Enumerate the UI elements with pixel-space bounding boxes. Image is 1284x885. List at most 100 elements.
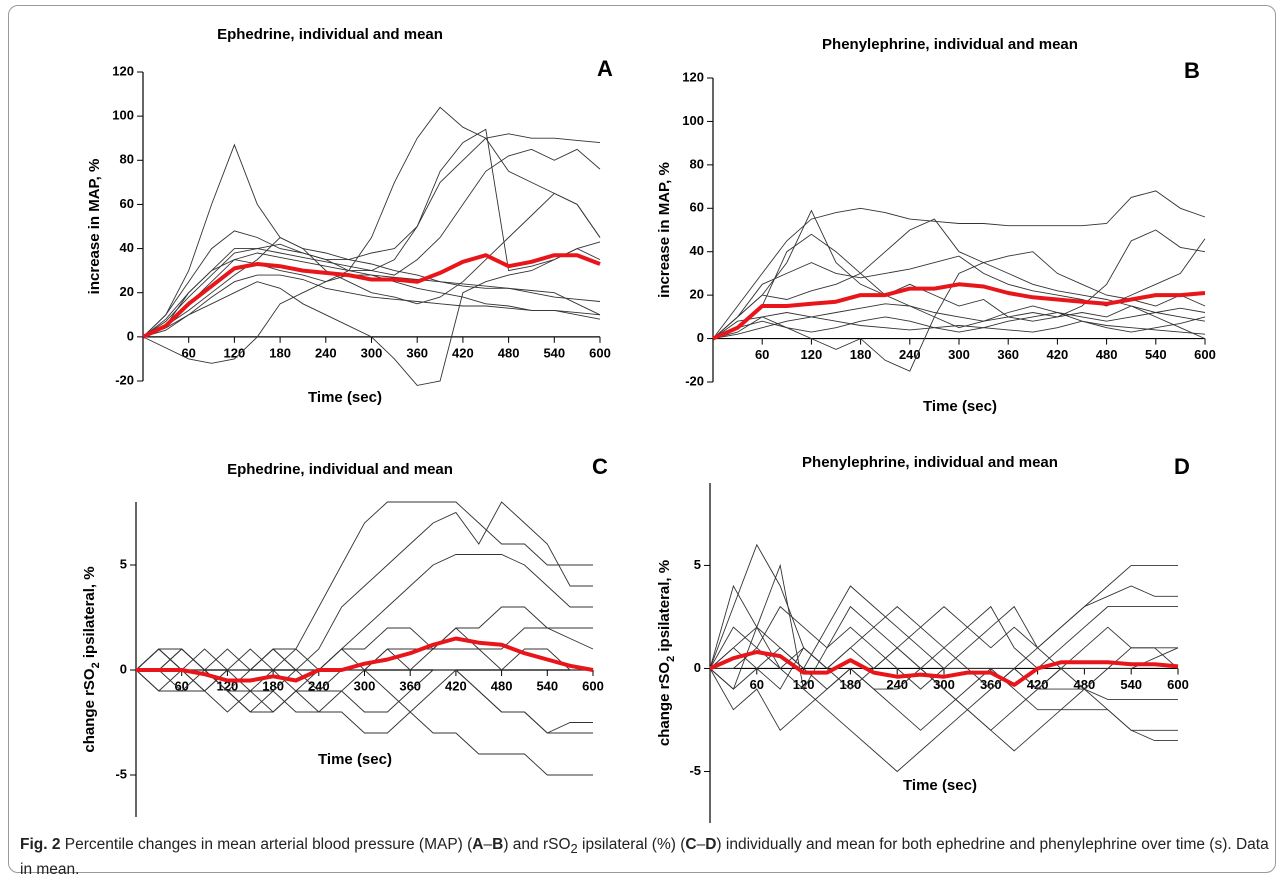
x-axis-label: Time (sec) — [308, 389, 382, 406]
y-tick-label: -5 — [115, 766, 127, 781]
caption-label: Fig. 2 — [20, 836, 61, 853]
y-tick-label: 0 — [127, 328, 134, 343]
y-tick-label: -5 — [689, 763, 701, 778]
y-tick-label: 5 — [694, 557, 701, 572]
caption-text: – — [483, 836, 493, 853]
individual-line — [142, 143, 601, 338]
x-tick-label: 480 — [498, 345, 520, 360]
x-tick-label: 540 — [1145, 347, 1167, 362]
individual-line — [712, 218, 1206, 340]
x-tick-label: 300 — [361, 345, 383, 360]
individual-line — [142, 248, 601, 386]
individual-line — [142, 133, 601, 338]
y-axis-label: change rSO2 ipsilateral, % — [81, 566, 102, 752]
caption-text: B — [492, 836, 504, 853]
x-tick-label: 480 — [491, 678, 513, 693]
caption-text: 2 — [570, 841, 578, 857]
y-axis-label-part: increase in MAP, % — [656, 162, 673, 298]
y-tick-label: 5 — [120, 556, 127, 571]
chart-title: Ephedrine, individual and mean — [227, 461, 453, 478]
caption-text: ipsilateral (%) ( — [577, 836, 686, 853]
caption-text: C — [685, 836, 697, 853]
x-tick-label: 60 — [755, 347, 769, 362]
x-tick-label: 360 — [980, 677, 1002, 692]
individual-line — [142, 230, 601, 338]
y-tick-label: 20 — [690, 287, 704, 302]
individual-line — [135, 554, 593, 713]
panel-label: B — [1184, 58, 1200, 83]
y-tick-label: 80 — [120, 152, 134, 167]
individual-line — [142, 106, 601, 338]
individual-line — [135, 606, 593, 713]
panel-label: C — [592, 454, 608, 479]
x-tick-label: 420 — [445, 678, 467, 693]
individual-line — [709, 605, 1178, 690]
charts: Ephedrine, individual and meanA-20020406… — [81, 26, 1216, 823]
x-tick-label: 420 — [1047, 347, 1069, 362]
x-tick-label: 120 — [224, 345, 246, 360]
individual-line — [712, 303, 1206, 340]
y-axis-label: change rSO2 ipsilateral, % — [656, 560, 677, 746]
individual-line — [712, 229, 1206, 340]
chart-title: Phenylephrine, individual and mean — [802, 454, 1058, 471]
x-tick-label: 480 — [1074, 677, 1096, 692]
mean-line — [136, 636, 594, 683]
y-tick-label: 100 — [112, 108, 134, 123]
individual-line — [712, 209, 1206, 339]
caption-text: ) and rSO — [503, 836, 571, 853]
individual-line — [135, 648, 593, 671]
individual-line — [142, 274, 601, 338]
x-tick-label: 600 — [1194, 347, 1216, 362]
x-tick-label: 60 — [174, 678, 188, 693]
individual-line — [142, 128, 601, 338]
individual-line — [712, 312, 1206, 340]
x-tick-label: 240 — [886, 677, 908, 692]
x-tick-label: 360 — [399, 678, 421, 693]
y-axis-label-part: change rSO — [656, 662, 673, 747]
y-axis-label: increase in MAP, % — [656, 162, 673, 298]
x-axis-label: Time (sec) — [318, 751, 392, 768]
x-tick-label: 120 — [793, 677, 815, 692]
x-tick-label: 540 — [543, 345, 565, 360]
mean-line — [709, 650, 1179, 687]
x-tick-label: 420 — [452, 345, 474, 360]
individual-line — [712, 312, 1206, 339]
y-axis-label-part: change rSO — [81, 668, 98, 753]
x-tick-label: 300 — [354, 678, 376, 693]
individual-line — [712, 238, 1206, 339]
panel-label: D — [1174, 454, 1190, 479]
caption: Fig. 2 Percentile changes in mean arteri… — [20, 834, 1270, 880]
x-axis-label: Time (sec) — [903, 777, 977, 794]
x-tick-label: 540 — [536, 678, 558, 693]
y-tick-label: 120 — [112, 63, 134, 78]
caption-text: D — [705, 836, 717, 853]
y-tick-label: -20 — [115, 372, 134, 387]
x-tick-label: 600 — [1167, 677, 1189, 692]
individual-line — [709, 647, 1178, 731]
chart-title: Ephedrine, individual and mean — [217, 26, 443, 43]
y-axis-label-part: increase in MAP, % — [86, 159, 103, 295]
chart-title: Phenylephrine, individual and mean — [822, 36, 1078, 53]
y-tick-label: 0 — [694, 660, 701, 675]
x-tick-label: 360 — [997, 347, 1019, 362]
x-tick-label: 540 — [1120, 677, 1142, 692]
x-tick-label: 180 — [840, 677, 862, 692]
x-tick-label: 420 — [1027, 677, 1049, 692]
y-tick-label: 0 — [697, 330, 704, 345]
y-axis-label-part: 2 — [665, 656, 677, 662]
individual-line — [142, 192, 601, 338]
x-tick-label: 360 — [406, 345, 428, 360]
x-tick-label: 600 — [582, 678, 604, 693]
caption-text: – — [696, 836, 706, 853]
x-tick-label: 240 — [315, 345, 337, 360]
x-tick-label: 60 — [181, 345, 195, 360]
x-tick-label: 120 — [801, 347, 823, 362]
caption-text: A — [472, 836, 484, 853]
individual-line — [712, 251, 1206, 372]
individual-line — [709, 667, 1178, 742]
caption-text: Percentile changes in mean arterial bloo… — [60, 836, 473, 853]
x-tick-label: 180 — [262, 678, 284, 693]
individual-line — [135, 627, 594, 671]
y-tick-label: 120 — [682, 69, 704, 84]
